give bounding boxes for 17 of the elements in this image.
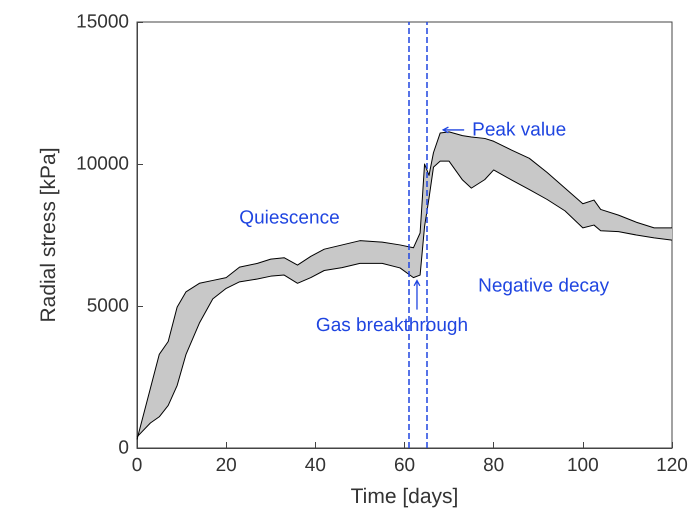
y-tick-label: 0 xyxy=(118,438,129,458)
x-tick-label: 60 xyxy=(394,455,416,476)
y-axis-title: Radial stress [kPa] xyxy=(37,147,60,323)
annotation: Peak value xyxy=(472,119,566,140)
x-tick-label: 100 xyxy=(566,455,599,476)
x-tick-label: 20 xyxy=(216,455,237,476)
x-axis-title: Time [days] xyxy=(350,485,458,508)
y-tick-label: 15000 xyxy=(76,12,129,32)
annotation: Quiescence xyxy=(239,207,340,228)
x-tick-label: 0 xyxy=(132,455,142,476)
x-tick-label: 120 xyxy=(656,455,688,476)
y-tick-label: 5000 xyxy=(86,296,129,316)
annotation: Gas breakthrough xyxy=(316,315,468,336)
x-tick-label: 40 xyxy=(304,455,326,476)
annotation: Negative decay xyxy=(478,276,610,297)
y-tick-label: 10000 xyxy=(76,154,129,174)
x-tick-label: 80 xyxy=(483,455,504,476)
